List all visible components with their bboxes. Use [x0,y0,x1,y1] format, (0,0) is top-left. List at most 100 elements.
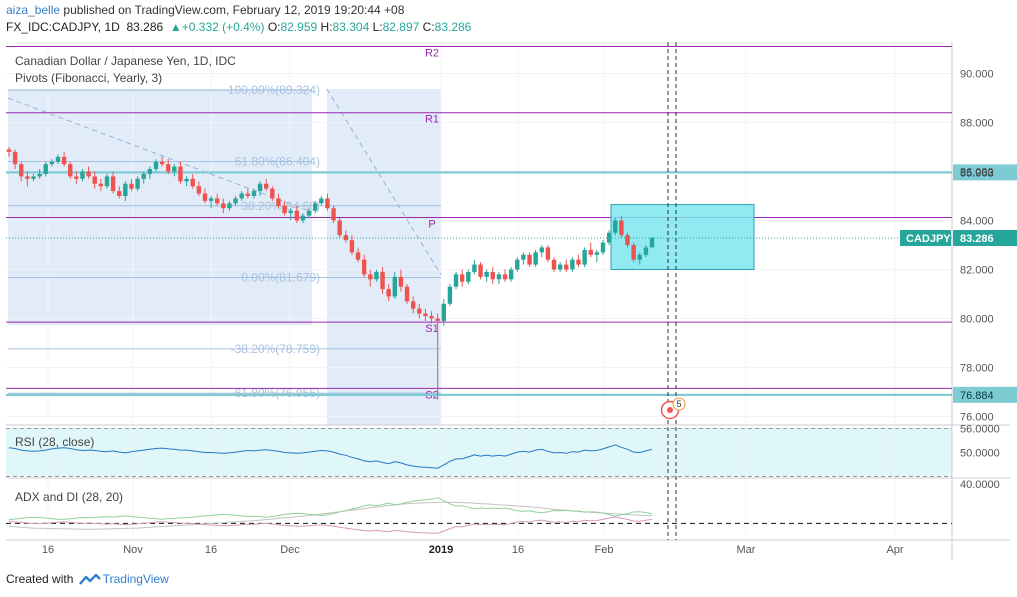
candle[interactable] [392,271,397,299]
candle[interactable] [484,269,489,282]
candle[interactable] [264,178,269,192]
candle[interactable] [429,311,434,324]
candle[interactable] [300,213,306,223]
candle[interactable] [539,245,544,258]
candle[interactable] [25,171,30,187]
candle[interactable] [135,176,140,192]
candle[interactable] [631,242,636,263]
candle[interactable] [294,205,300,223]
candle[interactable] [502,269,508,282]
candle[interactable] [312,200,318,214]
candle[interactable] [588,242,593,258]
candle[interactable] [570,257,575,272]
candle[interactable] [129,178,134,192]
candle[interactable] [196,181,202,196]
candle[interactable] [141,171,146,184]
candle[interactable] [447,284,453,307]
candle[interactable] [355,247,361,263]
candle[interactable] [251,188,257,199]
candle[interactable] [380,267,385,294]
candle[interactable] [466,269,471,285]
candle[interactable] [478,262,483,280]
candle[interactable] [594,249,600,263]
candle[interactable] [564,259,569,272]
candle[interactable] [545,245,551,263]
candle[interactable] [435,313,440,400]
candle[interactable] [441,298,446,326]
candle[interactable] [600,240,606,255]
tradingview-brand[interactable]: TradingView [102,572,169,586]
candle[interactable] [208,196,214,209]
candle[interactable] [37,169,42,179]
candle[interactable] [215,193,220,206]
candle[interactable] [521,252,526,265]
candle[interactable] [496,271,502,285]
candle[interactable] [86,166,91,179]
candle[interactable] [453,271,459,290]
candle[interactable] [190,173,195,189]
candle[interactable] [276,193,281,209]
candle[interactable] [239,191,244,201]
candle[interactable] [423,308,428,321]
candle[interactable] [123,181,128,201]
candle[interactable] [257,181,263,196]
candle[interactable] [233,196,238,206]
candle[interactable] [282,200,287,216]
candle[interactable] [288,208,293,221]
candle[interactable] [515,257,520,272]
candle[interactable] [582,247,587,268]
candle[interactable] [472,259,477,275]
candle[interactable] [74,171,79,184]
candle[interactable] [386,284,391,302]
event-icon[interactable]: 5 [660,397,686,420]
candle[interactable] [43,161,48,177]
candle[interactable] [319,196,324,206]
candle[interactable] [325,193,330,211]
author-username[interactable]: aiza_belle [6,3,61,17]
candle[interactable] [55,154,61,165]
candle[interactable] [619,215,624,238]
candle[interactable] [527,252,532,268]
projection-box[interactable] [610,204,755,270]
candle[interactable] [625,232,630,248]
candle[interactable] [557,262,563,272]
candle[interactable] [80,169,85,182]
candle[interactable] [19,161,24,182]
candle[interactable] [533,249,538,268]
candle[interactable] [649,237,655,248]
candle[interactable] [637,252,642,265]
candle[interactable] [172,164,177,177]
candle[interactable] [178,161,183,184]
candle[interactable] [12,149,18,170]
candle[interactable] [110,171,116,194]
candle[interactable] [245,188,251,199]
candle[interactable] [147,166,153,179]
candle[interactable] [68,161,73,179]
candle[interactable] [166,159,171,174]
candle[interactable] [613,218,618,236]
candle[interactable] [6,147,12,157]
candle[interactable] [221,198,226,214]
candle[interactable] [361,254,367,277]
candle[interactable] [404,284,410,304]
candle[interactable] [49,159,55,167]
candle[interactable] [551,257,557,272]
candle[interactable] [337,218,342,238]
chart[interactable]: 100.00%(89.324)61.80%(86.404)38.20%(84.6… [0,40,1017,565]
candle[interactable] [331,205,336,223]
candle[interactable] [117,186,122,199]
candle[interactable] [643,245,649,258]
candle[interactable] [490,267,495,285]
candle[interactable] [202,188,208,204]
candle[interactable] [576,254,581,268]
candle[interactable] [270,186,275,201]
candle[interactable] [184,176,189,187]
candle[interactable] [508,267,514,282]
candle[interactable] [31,173,36,182]
candle[interactable] [227,200,232,211]
candle[interactable] [398,269,404,292]
candle[interactable] [459,269,465,287]
candle[interactable] [417,303,422,319]
candle[interactable] [153,159,159,172]
candle[interactable] [92,171,97,189]
